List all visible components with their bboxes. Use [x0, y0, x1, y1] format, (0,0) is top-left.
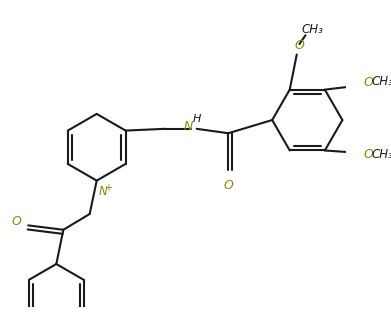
- Text: O: O: [223, 179, 233, 192]
- Text: O: O: [294, 39, 304, 52]
- Text: O: O: [364, 76, 373, 89]
- Text: CH₃: CH₃: [301, 24, 323, 36]
- Text: CH₃: CH₃: [372, 75, 391, 88]
- Text: O: O: [364, 148, 373, 161]
- Text: +: +: [104, 183, 112, 193]
- Text: O: O: [11, 215, 21, 228]
- Text: N: N: [99, 185, 107, 198]
- Text: N: N: [183, 120, 193, 133]
- Text: CH₃: CH₃: [372, 148, 391, 161]
- Text: H: H: [193, 114, 201, 125]
